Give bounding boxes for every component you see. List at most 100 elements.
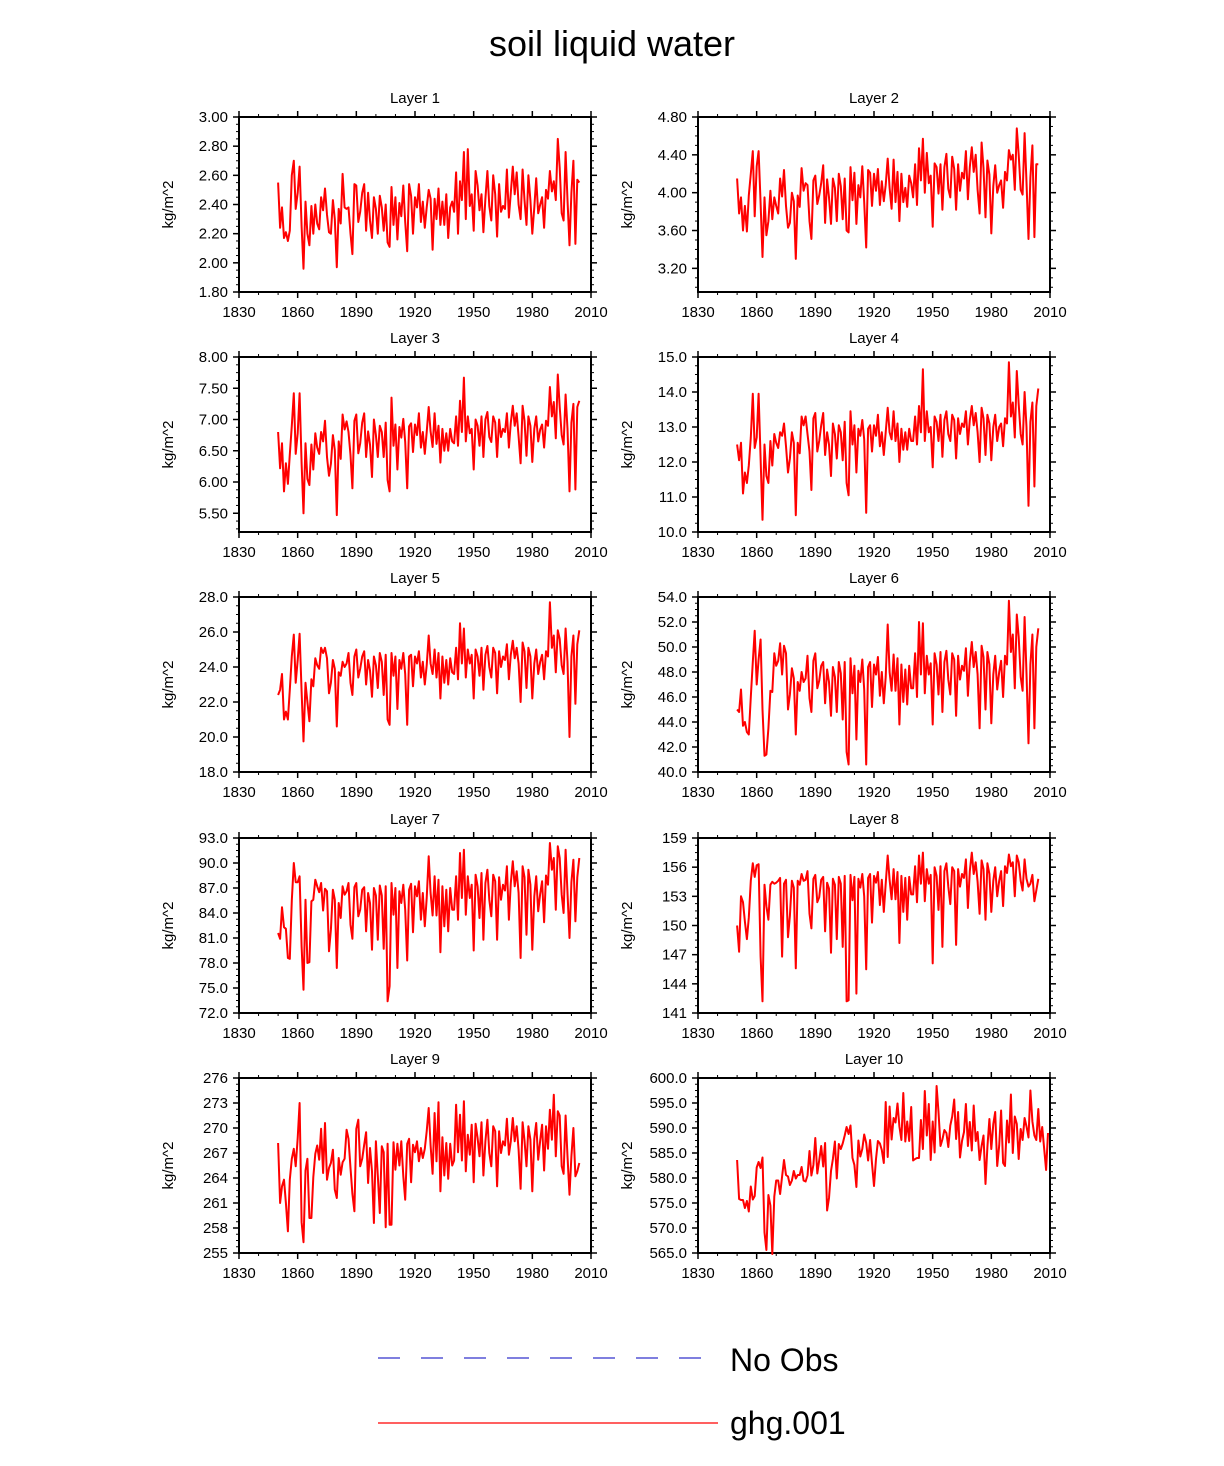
x-tick-label: 1950 (916, 304, 949, 321)
y-tick-label: 4.80 (658, 109, 687, 126)
x-tick-label: 1830 (222, 1265, 255, 1282)
y-tick-label: 580.0 (649, 1170, 687, 1187)
x-tick-label: 1830 (222, 1025, 255, 1042)
y-tick-label: 44.0 (658, 714, 687, 731)
panel-layer-3: Layer 3 1830 1860 1890 1920 1950 1980 2010 5.50 6… (160, 330, 608, 561)
y-tick-label: 144 (662, 976, 687, 993)
x-tick-label: 1920 (857, 1025, 890, 1042)
x-tick-label: 1920 (857, 544, 890, 561)
y-tick-label: 87.0 (199, 880, 228, 897)
x-tick-label: 1920 (398, 304, 431, 321)
x-tick-label: 1890 (340, 784, 373, 801)
y-tick-label: 10.0 (658, 524, 687, 541)
x-tick-label: 1890 (340, 1025, 373, 1042)
x-tick-label: 1980 (975, 304, 1008, 321)
panel-layer-1: Layer 1 1830 1860 1890 1920 1950 1980 2010 1.80 2… (160, 90, 608, 321)
x-tick-label: 1830 (681, 1265, 714, 1282)
y-tick-label: 2.60 (199, 167, 228, 184)
x-tick-label: 1860 (740, 784, 773, 801)
x-tick-label: 2010 (574, 784, 607, 801)
series-line-ghg (736, 599, 1040, 766)
y-tick-label: 22.0 (199, 694, 228, 711)
y-tick-label: 1.80 (199, 284, 228, 301)
x-tick-label: 2010 (1033, 304, 1066, 321)
y-tick-label: 28.0 (199, 589, 228, 606)
y-axis-label: kg/m^2 (160, 1142, 177, 1190)
series-line-ghg (277, 1093, 581, 1244)
y-tick-label: 147 (662, 947, 687, 964)
x-tick-label: 1950 (457, 304, 490, 321)
x-tick-label: 2010 (574, 544, 607, 561)
y-tick-label: 46.0 (658, 689, 687, 706)
x-tick-label: 1980 (516, 304, 549, 321)
y-tick-label: 156 (662, 859, 687, 876)
y-tick-label: 585.0 (649, 1145, 687, 1162)
y-tick-label: 565.0 (649, 1245, 687, 1262)
x-tick-label: 1860 (281, 1265, 314, 1282)
plot-frame (697, 837, 1051, 1014)
series-line-ghg (736, 1085, 1049, 1255)
y-tick-label: 590.0 (649, 1120, 687, 1137)
x-tick-label: 1980 (975, 784, 1008, 801)
series-line-ghg (277, 601, 581, 743)
plot-frame (697, 116, 1051, 293)
panel-title: Layer 6 (849, 570, 899, 587)
x-tick-label: 1860 (281, 544, 314, 561)
panel-layer-7: Layer 7 1830 1860 1890 1920 1950 1980 2010 72.0 7… (160, 811, 608, 1042)
x-tick-label: 1920 (398, 1265, 431, 1282)
x-tick-label: 1860 (740, 1025, 773, 1042)
x-tick-label: 1860 (740, 544, 773, 561)
series-line-ghg (277, 842, 581, 1003)
y-tick-label: 276 (203, 1070, 228, 1087)
x-tick-label: 1920 (857, 784, 890, 801)
y-tick-label: 3.20 (658, 260, 687, 277)
y-tick-label: 24.0 (199, 659, 228, 676)
x-tick-label: 1980 (516, 1265, 549, 1282)
x-tick-label: 1980 (516, 1025, 549, 1042)
y-tick-label: 255 (203, 1245, 228, 1262)
y-tick-label: 6.00 (199, 474, 228, 491)
panel-layer-9: Layer 9 1830 1860 1890 1920 1950 1980 2010 255 25… (160, 1051, 608, 1282)
y-axis-label: kg/m^2 (160, 902, 177, 950)
y-axis-label: kg/m^2 (619, 661, 636, 709)
x-tick-label: 1920 (398, 1025, 431, 1042)
series-line-ghg (736, 851, 1040, 1003)
x-tick-label: 1920 (398, 544, 431, 561)
x-tick-label: 1980 (516, 544, 549, 561)
x-tick-label: 2010 (574, 1265, 607, 1282)
x-tick-label: 2010 (1033, 784, 1066, 801)
x-tick-label: 1950 (916, 784, 949, 801)
legend-label-ghg: ghg.001 (730, 1405, 846, 1441)
x-tick-label: 1860 (281, 1025, 314, 1042)
panel-title: Layer 3 (390, 330, 440, 347)
x-tick-label: 1980 (516, 784, 549, 801)
y-tick-label: 3.60 (658, 223, 687, 240)
y-axis-label: kg/m^2 (619, 902, 636, 950)
y-tick-label: 273 (203, 1095, 228, 1112)
x-tick-label: 1830 (222, 544, 255, 561)
y-tick-label: 72.0 (199, 1005, 228, 1022)
y-tick-label: 2.40 (199, 197, 228, 214)
y-tick-label: 81.0 (199, 930, 228, 947)
y-tick-label: 4.40 (658, 147, 687, 164)
main-title: soil liquid water (489, 23, 735, 64)
y-tick-label: 54.0 (658, 589, 687, 606)
x-tick-label: 1980 (975, 544, 1008, 561)
x-tick-label: 1830 (681, 304, 714, 321)
y-tick-label: 267 (203, 1145, 228, 1162)
x-tick-label: 2010 (1033, 544, 1066, 561)
y-tick-label: 8.00 (199, 349, 228, 366)
y-tick-label: 50.0 (658, 639, 687, 656)
panel-layer-8: Layer 8 1830 1860 1890 1920 1950 1980 2010 141 14… (619, 811, 1067, 1042)
panel-layer-10: Layer 10 1830 1860 1890 1920 1950 1980 2010 565.… (619, 1051, 1067, 1282)
x-tick-label: 1890 (799, 1025, 832, 1042)
x-tick-label: 1950 (916, 1265, 949, 1282)
y-axis-label: kg/m^2 (619, 421, 636, 469)
x-tick-label: 1860 (740, 304, 773, 321)
x-tick-label: 2010 (1033, 1265, 1066, 1282)
y-tick-label: 150 (662, 918, 687, 935)
panel-title: Layer 5 (390, 570, 440, 587)
y-axis-label: kg/m^2 (619, 181, 636, 229)
legend-label-no-obs: No Obs (730, 1342, 838, 1378)
series-line-ghg (736, 361, 1040, 521)
